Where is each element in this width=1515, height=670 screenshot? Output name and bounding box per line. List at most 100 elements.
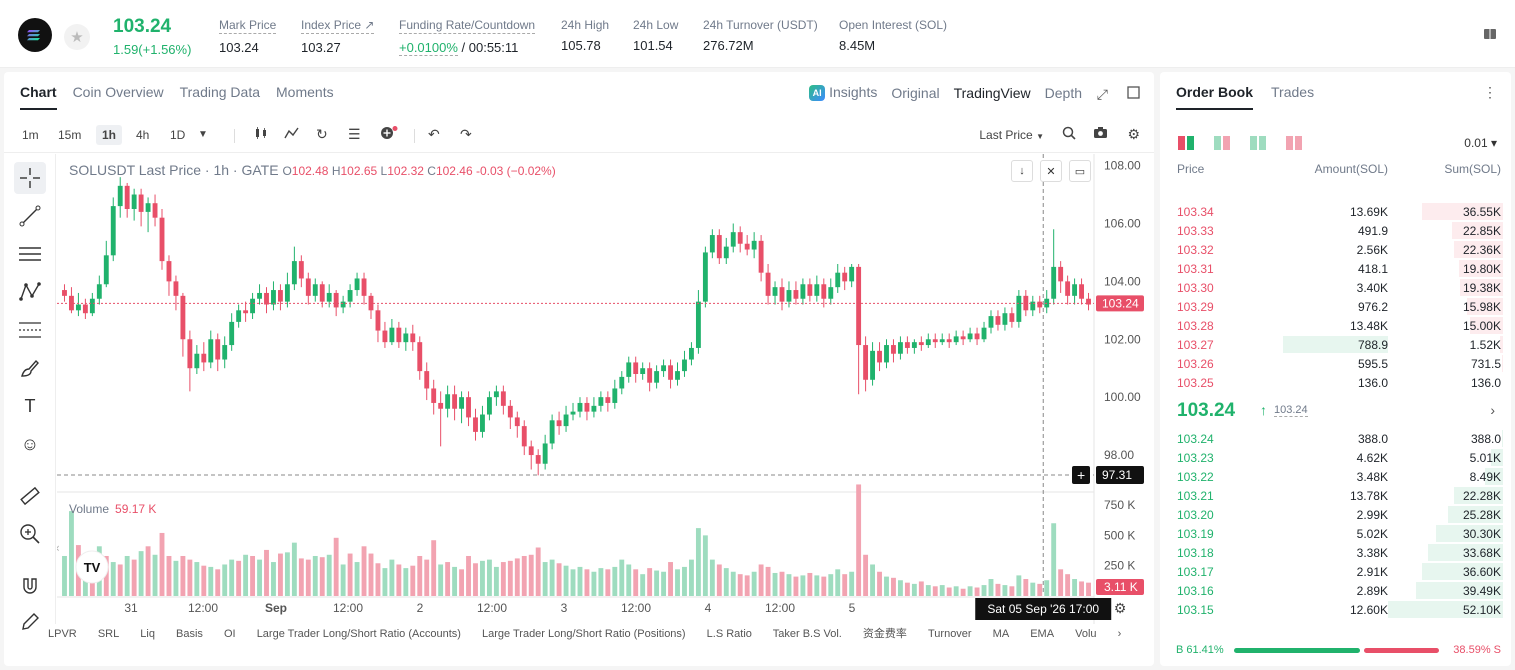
axis-settings-icon[interactable]: ⚙ xyxy=(1114,601,1127,617)
tab-tradingview[interactable]: TradingView xyxy=(953,84,1031,101)
ruler-icon[interactable] xyxy=(14,480,46,512)
ask-row[interactable]: 103.34 13.69K 36.55K xyxy=(1160,202,1511,221)
timeframe-1h[interactable]: 1h xyxy=(96,125,123,145)
zoom-in-icon[interactable] xyxy=(14,518,46,550)
bid-row[interactable]: 103.24 388.0 388.0 xyxy=(1160,429,1511,448)
ask-row[interactable]: 103.27 788.9 1.52K xyxy=(1160,335,1511,354)
view-both-alt-icon[interactable] xyxy=(1214,136,1230,150)
ask-row[interactable]: 103.25 136.0 136.0 xyxy=(1160,373,1511,392)
timeframe-15m[interactable]: 15m xyxy=(58,128,82,142)
indicator-taker-vol[interactable]: Taker B.S Vol. xyxy=(772,628,842,640)
bid-row[interactable]: 103.18 3.38K 33.68K xyxy=(1160,543,1511,562)
bid-row[interactable]: 103.15 12.60K 52.10K xyxy=(1160,600,1511,619)
funding-rate-value[interactable]: +0.0100% xyxy=(399,40,458,56)
volume-bar xyxy=(661,571,667,596)
view-bids-icon[interactable] xyxy=(1250,136,1266,150)
indicator-ltlsr-positions[interactable]: Large Trader Long/Short Ratio (Positions… xyxy=(481,628,686,640)
search-icon[interactable] xyxy=(1062,126,1076,143)
collapse-handle-icon[interactable]: ‹ xyxy=(57,541,60,555)
trend-line-icon[interactable] xyxy=(14,200,46,232)
brush-icon[interactable] xyxy=(14,352,46,384)
camera-icon[interactable] xyxy=(1093,126,1108,142)
ask-row[interactable]: 103.32 2.56K 22.36K xyxy=(1160,240,1511,259)
indicator-oi[interactable]: OI xyxy=(224,628,236,640)
bid-row[interactable]: 103.17 2.91K 36.60K xyxy=(1160,562,1511,581)
book-icon[interactable] xyxy=(1483,27,1497,41)
tab-order-book[interactable]: Order Book xyxy=(1176,84,1254,110)
more-menu-icon[interactable]: ⋮ xyxy=(1483,84,1497,100)
indicator-volume[interactable]: Volu xyxy=(1075,628,1097,640)
bid-row[interactable]: 103.22 3.48K 8.49K xyxy=(1160,467,1511,486)
price-chart[interactable]: 108.00 106.00 104.00 102.00 100.00 98.00 103.2… xyxy=(57,154,1154,666)
candle-type-icon[interactable] xyxy=(254,126,268,143)
pattern-icon[interactable] xyxy=(14,276,46,308)
chevron-down-icon[interactable]: ▼ xyxy=(198,129,208,140)
bid-row[interactable]: 103.21 13.78K 22.28K xyxy=(1160,486,1511,505)
emoji-icon[interactable]: ☺ xyxy=(20,433,40,454)
view-asks-icon[interactable] xyxy=(1286,136,1302,150)
tab-insights[interactable]: AI Insights xyxy=(809,84,877,102)
indicator-ltlsr-accounts[interactable]: Large Trader Long/Short Ratio (Accounts) xyxy=(256,628,461,640)
timeframe-1m[interactable]: 1m xyxy=(22,128,39,142)
timeframe-1d[interactable]: 1D xyxy=(170,128,186,142)
text-icon[interactable]: T xyxy=(24,395,36,416)
window-icon[interactable] xyxy=(1127,86,1140,102)
indicator-funding-rate[interactable]: 资金费率 xyxy=(862,628,907,640)
collapse-icon[interactable]: ✕ xyxy=(1040,160,1062,182)
indicator-ema[interactable]: EMA xyxy=(1030,628,1055,640)
indicator-lpvr[interactable]: LPVR xyxy=(48,628,77,640)
pencil-lock-icon[interactable] xyxy=(14,606,46,638)
chevron-right-icon[interactable]: › xyxy=(1490,402,1495,418)
expand-icon[interactable]: ⤢ xyxy=(1096,86,1108,102)
undo-icon[interactable]: ↶ xyxy=(428,126,440,142)
precision-select[interactable]: 0.01 ▾ xyxy=(1464,136,1497,150)
gear-icon[interactable]: ⚙ xyxy=(1127,126,1140,142)
bid-row[interactable]: 103.16 2.89K 39.49K xyxy=(1160,581,1511,600)
ask-row[interactable]: 103.29 976.2 15.98K xyxy=(1160,297,1511,316)
chevron-right-icon[interactable]: › xyxy=(1117,628,1122,640)
favorite-star-icon[interactable]: ★ xyxy=(64,24,90,50)
bid-row[interactable]: 103.23 4.62K 5.01K xyxy=(1160,448,1511,467)
indicator-turnover[interactable]: Turnover xyxy=(927,628,972,640)
volume-bar xyxy=(995,583,1001,596)
tab-depth[interactable]: Depth xyxy=(1044,84,1082,101)
indicator-srl[interactable]: SRL xyxy=(97,628,120,640)
volume-bar xyxy=(222,564,228,596)
indicator-ma[interactable]: MA xyxy=(992,628,1010,640)
stat-label[interactable]: Mark Price xyxy=(219,18,277,34)
tab-trades[interactable]: Trades xyxy=(1271,84,1315,100)
tab-moments[interactable]: Moments xyxy=(276,84,334,100)
ask-row[interactable]: 103.28 13.48K 15.00K xyxy=(1160,316,1511,335)
stat-label[interactable]: Funding Rate/Countdown xyxy=(399,18,536,34)
stat-label[interactable]: Index Price ↗ xyxy=(301,18,375,34)
add-alert-icon[interactable] xyxy=(380,126,398,143)
ask-row[interactable]: 103.30 3.40K 19.38K xyxy=(1160,278,1511,297)
tab-coin-overview[interactable]: Coin Overview xyxy=(72,84,164,100)
ask-row[interactable]: 103.26 595.5 731.5 xyxy=(1160,354,1511,373)
replay-icon[interactable]: ↻ xyxy=(316,126,328,142)
ask-row[interactable]: 103.33 491.9 22.85K xyxy=(1160,221,1511,240)
crosshair-icon[interactable] xyxy=(14,162,46,194)
bid-row[interactable]: 103.20 2.99K 25.28K xyxy=(1160,505,1511,524)
chart-panel: Chart Coin Overview Trading Data Moments… xyxy=(4,72,1154,666)
indicators-icon[interactable] xyxy=(284,126,299,143)
indicator-liq[interactable]: Liq xyxy=(140,628,155,640)
tab-original[interactable]: Original xyxy=(891,84,940,101)
redo-icon[interactable]: ↷ xyxy=(460,126,472,142)
magnet-icon[interactable] xyxy=(14,570,46,602)
bid-row[interactable]: 103.19 5.02K 30.30K xyxy=(1160,524,1511,543)
price-source-select[interactable]: Last Price ▼ xyxy=(979,128,1044,142)
candlestick-chart[interactable]: 108.00 106.00 104.00 102.00 100.00 98.00 103.2… xyxy=(57,154,1154,624)
view-both-icon[interactable] xyxy=(1178,136,1194,150)
indicator-basis[interactable]: Basis xyxy=(176,628,203,640)
fullscreen-icon[interactable]: ▭ xyxy=(1069,160,1091,182)
tab-chart[interactable]: Chart xyxy=(20,84,57,110)
scroll-down-icon[interactable]: ↓ xyxy=(1011,160,1033,182)
fib-icon[interactable] xyxy=(14,314,46,346)
tab-trading-data[interactable]: Trading Data xyxy=(179,84,261,100)
timeframe-4h[interactable]: 4h xyxy=(136,128,150,142)
ask-row[interactable]: 103.31 418.1 19.80K xyxy=(1160,259,1511,278)
templates-icon[interactable]: ☰ xyxy=(348,126,361,142)
horizontal-lines-icon[interactable] xyxy=(14,238,46,270)
indicator-ls-ratio[interactable]: L.S Ratio xyxy=(706,628,752,640)
